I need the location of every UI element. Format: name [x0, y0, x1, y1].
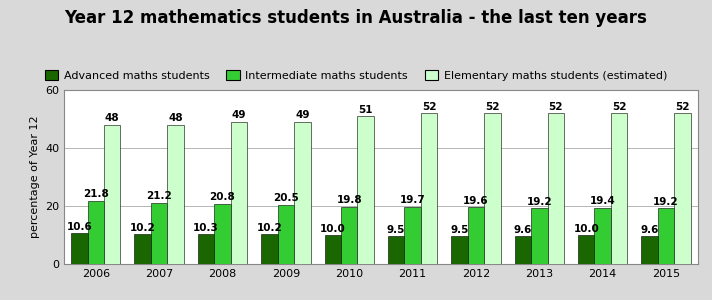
Bar: [325, 235, 341, 264]
Bar: [484, 113, 501, 264]
Bar: [451, 236, 468, 264]
Text: 19.2: 19.2: [527, 197, 552, 207]
Bar: [167, 125, 184, 264]
Text: 10.3: 10.3: [193, 223, 219, 233]
Bar: [214, 204, 231, 264]
Bar: [658, 208, 674, 264]
Bar: [104, 125, 120, 264]
Bar: [261, 234, 278, 264]
Text: 21.8: 21.8: [83, 189, 109, 199]
Text: 10.0: 10.0: [573, 224, 599, 233]
Bar: [294, 122, 310, 264]
Bar: [151, 202, 167, 264]
Text: 21.2: 21.2: [146, 191, 172, 201]
Bar: [198, 234, 214, 264]
Text: 52: 52: [675, 102, 690, 112]
Bar: [468, 207, 484, 264]
Bar: [674, 113, 691, 264]
Text: 52: 52: [422, 102, 436, 112]
Text: 20.8: 20.8: [209, 192, 236, 202]
Legend: Advanced maths students, Intermediate maths students, Elementary maths students : Advanced maths students, Intermediate ma…: [41, 66, 671, 85]
Bar: [135, 234, 151, 264]
Text: Year 12 mathematics students in Australia - the last ten years: Year 12 mathematics students in Australi…: [65, 9, 647, 27]
Text: 19.2: 19.2: [654, 197, 679, 207]
Bar: [88, 201, 104, 264]
Bar: [611, 113, 627, 264]
Text: 10.2: 10.2: [130, 223, 155, 233]
Text: 51: 51: [358, 105, 373, 115]
Text: 52: 52: [612, 102, 627, 112]
Text: 9.6: 9.6: [513, 225, 532, 235]
Bar: [595, 208, 611, 264]
Bar: [388, 236, 404, 264]
Text: 49: 49: [231, 110, 246, 120]
Bar: [515, 236, 531, 264]
Bar: [531, 208, 548, 264]
Bar: [404, 207, 421, 264]
Text: 49: 49: [295, 110, 310, 120]
Text: 19.4: 19.4: [590, 196, 616, 206]
Text: 9.5: 9.5: [387, 225, 405, 235]
Text: 19.8: 19.8: [337, 195, 362, 205]
Bar: [578, 235, 595, 264]
Text: 19.7: 19.7: [399, 195, 426, 206]
Text: 10.6: 10.6: [66, 222, 92, 232]
Bar: [341, 207, 357, 264]
Text: 10.2: 10.2: [256, 223, 282, 233]
Text: 10.0: 10.0: [320, 224, 345, 233]
Text: 48: 48: [105, 113, 120, 123]
Text: 52: 52: [548, 102, 563, 112]
Bar: [357, 116, 374, 264]
Text: 48: 48: [168, 113, 183, 123]
Bar: [548, 113, 564, 264]
Bar: [421, 113, 437, 264]
Bar: [71, 233, 88, 264]
Bar: [278, 205, 294, 264]
Text: 20.5: 20.5: [273, 193, 299, 203]
Text: 9.6: 9.6: [640, 225, 659, 235]
Text: 19.6: 19.6: [464, 196, 488, 206]
Text: 9.5: 9.5: [450, 225, 468, 235]
Y-axis label: percentage of Year 12: percentage of Year 12: [29, 116, 40, 238]
Text: 52: 52: [485, 102, 500, 112]
Bar: [231, 122, 247, 264]
Bar: [642, 236, 658, 264]
